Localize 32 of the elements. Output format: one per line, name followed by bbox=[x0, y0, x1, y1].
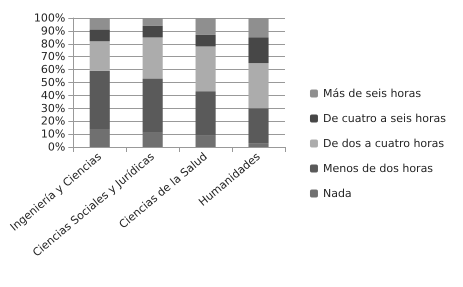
y-tick-label: 50% bbox=[40, 76, 66, 89]
bar bbox=[248, 37, 269, 64]
bar bbox=[196, 92, 216, 136]
bar bbox=[196, 46, 216, 92]
bar bbox=[90, 30, 110, 42]
bar bbox=[248, 143, 269, 147]
bar bbox=[196, 34, 216, 46]
y-tick-label: 30% bbox=[40, 102, 66, 115]
y-tick-label: 100% bbox=[34, 12, 66, 24]
bar bbox=[248, 108, 269, 144]
y-tick-label: 10% bbox=[40, 128, 66, 141]
y-tick-label: 0% bbox=[48, 140, 66, 154]
bar bbox=[142, 78, 163, 133]
bar bbox=[90, 128, 110, 147]
y-tick-label: 60% bbox=[40, 63, 66, 76]
y-tick-label: 20% bbox=[40, 114, 66, 128]
y-tick-label: 40% bbox=[40, 88, 66, 102]
bar bbox=[90, 41, 110, 71]
bar bbox=[196, 135, 216, 147]
bar bbox=[248, 63, 269, 108]
legend-label: De cuatro a seis horas bbox=[322, 112, 446, 125]
y-tick-label: 70% bbox=[40, 50, 66, 64]
y-tick-label: 90% bbox=[40, 24, 66, 38]
legend-label: Más de seis horas bbox=[322, 87, 422, 100]
legend-label: Menos de dos horas bbox=[322, 162, 434, 175]
legend-label: De dos a cuatro horas bbox=[322, 137, 444, 150]
bar bbox=[142, 132, 163, 147]
legend-label: Nada bbox=[322, 187, 352, 200]
bar bbox=[142, 37, 163, 79]
y-tick-label: 80% bbox=[40, 37, 66, 50]
bar bbox=[90, 70, 110, 129]
bar bbox=[142, 26, 163, 38]
